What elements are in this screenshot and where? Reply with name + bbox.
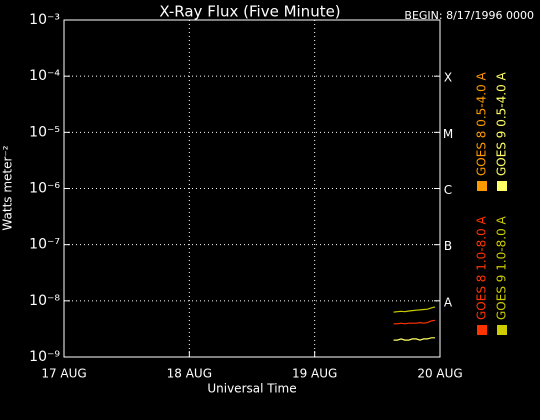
- y-tick-label: 10⁻⁷: [29, 237, 60, 253]
- chart-title: X-Ray Flux (Five Minute): [159, 3, 340, 21]
- series-line: [393, 337, 435, 341]
- legend-swatch: [497, 181, 507, 191]
- y-axis-label: Watts meter⁻²: [1, 145, 15, 230]
- legend-label: GOES 9 1.0-8.0 A: [495, 215, 509, 320]
- y-tick-label: 10⁻⁶: [29, 181, 60, 197]
- y-tick-label: 10⁻⁸: [29, 293, 60, 309]
- x-tick-label: 17 AUG: [41, 367, 86, 381]
- series-line: [393, 319, 436, 325]
- legend-swatch: [497, 325, 507, 335]
- legend-swatch: [477, 325, 487, 335]
- flare-class-label: X: [444, 71, 452, 85]
- legend-label: GOES 8 0.5-4.0 A: [475, 71, 489, 176]
- flare-class-label: A: [444, 295, 453, 309]
- y-tick-label: 10⁻⁴: [29, 68, 60, 84]
- y-tick-label: 10⁻⁹: [29, 349, 60, 365]
- x-tick-label: 20 AUG: [417, 367, 462, 381]
- flare-class-label: M: [443, 127, 453, 141]
- y-tick-label: 10⁻⁵: [29, 124, 60, 140]
- y-tick-label: 10⁻³: [29, 12, 60, 28]
- x-tick-label: 19 AUG: [292, 367, 337, 381]
- x-axis-label: Universal Time: [207, 382, 296, 396]
- flare-class-label: B: [444, 239, 452, 253]
- legend-label: GOES 8 1.0-8.0 A: [475, 215, 489, 320]
- legend-label: GOES 9 0.5-4.0 A: [495, 71, 509, 176]
- chart-subtitle: BEGIN: 8/17/1996 0000: [404, 9, 534, 22]
- series-line: [393, 306, 436, 313]
- x-tick-label: 18 AUG: [167, 367, 212, 381]
- flare-class-label: C: [444, 183, 452, 197]
- legend-swatch: [477, 181, 487, 191]
